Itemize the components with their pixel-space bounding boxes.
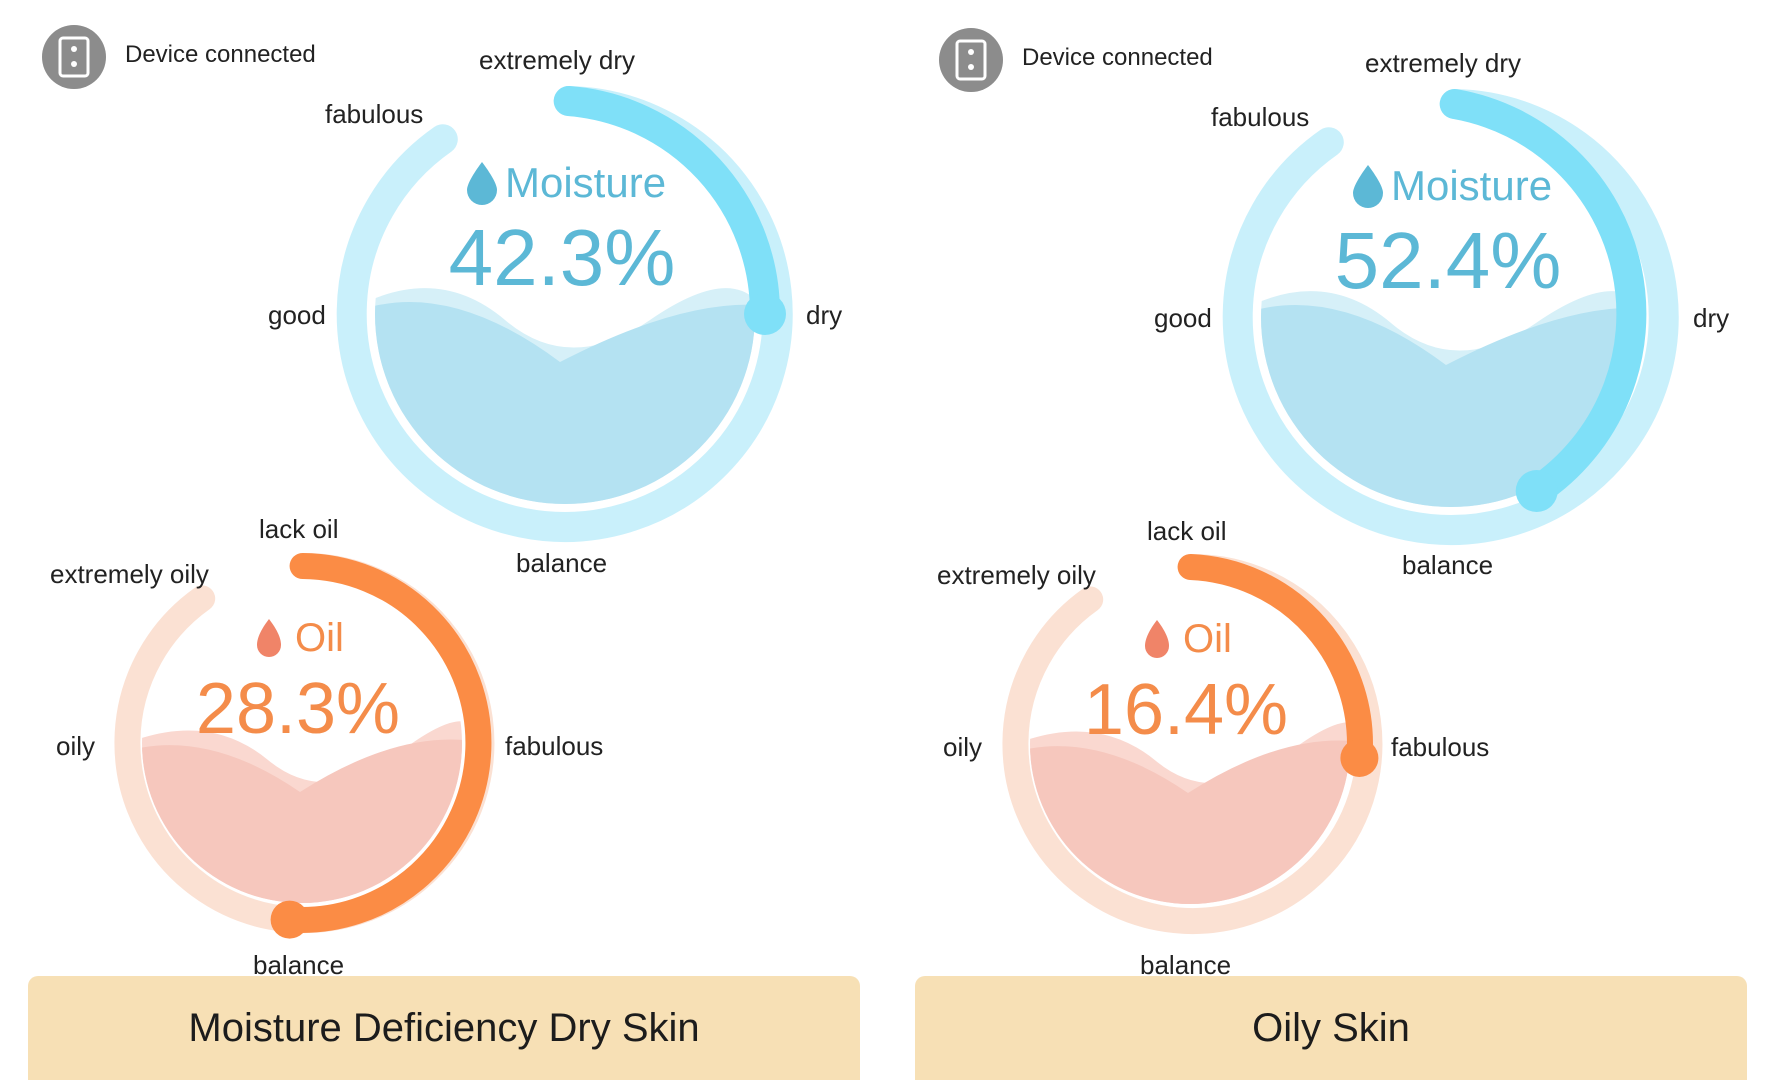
skin-test-panel-right: Device connected Moisture 52.4% xyxy=(885,0,1770,1080)
moisture-label-fabulous: fabulous xyxy=(325,99,424,129)
moisture-label-dry: dry xyxy=(806,300,843,330)
moisture-and-oil-gauges: Moisture 52.4% Oil 16.4% xyxy=(1002,89,1679,934)
oil-level-knob xyxy=(1340,739,1379,777)
moisture-label-extremely-dry: extremely dry xyxy=(1365,48,1522,78)
moisture-gauge: Moisture 42.3% xyxy=(336,86,793,542)
oil-label-balance: balance xyxy=(253,950,345,980)
oil-title: Oil xyxy=(295,616,344,660)
water-drop-icon xyxy=(467,162,497,205)
moisture-track xyxy=(1222,89,1679,545)
oil-label-fabulous: fabulous xyxy=(505,731,604,761)
moisture-title: Moisture xyxy=(505,159,666,206)
moisture-label-good: good xyxy=(268,300,326,330)
oil-label-lack-oil: lack oil xyxy=(259,514,339,544)
device-status-text: Device connected xyxy=(125,41,316,68)
moisture-and-oil-gauges: Moisture 42.3% Oil 28.3% xyxy=(114,86,793,939)
oil-level-arc xyxy=(1177,554,1373,771)
oil-level-knob xyxy=(270,900,309,939)
device-icon xyxy=(42,25,106,89)
oil-label-lack-oil: lack oil xyxy=(1147,516,1227,546)
oil-value: 28.3% xyxy=(196,669,400,749)
oil-label-balance: balance xyxy=(1140,950,1232,980)
moisture-label-extremely-dry: extremely dry xyxy=(479,45,636,75)
skin-test-panel-left: Device connected Moisture 42.3% xyxy=(28,25,860,1080)
device-icon xyxy=(939,28,1003,92)
oil-label-oily: oily xyxy=(56,731,96,761)
moisture-level-arc xyxy=(553,86,781,329)
moisture-title: Moisture xyxy=(1391,162,1552,209)
moisture-label-good: good xyxy=(1154,303,1212,333)
moisture-gauge: Moisture 52.4% xyxy=(1222,89,1679,545)
moisture-level-knob xyxy=(1515,470,1558,512)
oil-gauge: Oil 28.3% xyxy=(114,552,495,939)
oil-label-extremely-oily: extremely oily xyxy=(50,559,209,589)
oil-level-arc xyxy=(276,553,492,933)
moisture-label-balance: balance xyxy=(1402,550,1494,580)
oil-drop-icon xyxy=(1145,620,1169,658)
skin-type-result: Oily Skin xyxy=(915,976,1747,1080)
oil-label-fabulous: fabulous xyxy=(1391,732,1490,762)
water-drop-icon xyxy=(1353,165,1383,208)
oil-water-front xyxy=(142,739,462,903)
oil-label-oily: oily xyxy=(943,732,983,762)
oil-title: Oil xyxy=(1183,617,1232,661)
moisture-level-knob xyxy=(744,293,786,335)
oil-gauge: Oil 16.4% xyxy=(1002,553,1383,934)
moisture-value: 52.4% xyxy=(1335,216,1562,305)
moisture-label-fabulous: fabulous xyxy=(1211,102,1310,132)
oil-water-front xyxy=(1030,740,1350,904)
oil-label-extremely-oily: extremely oily xyxy=(937,560,1096,590)
oil-value: 16.4% xyxy=(1084,670,1288,750)
oil-drop-icon xyxy=(257,619,281,657)
moisture-value: 42.3% xyxy=(449,213,676,302)
skin-type-result: Moisture Deficiency Dry Skin xyxy=(28,976,860,1080)
moisture-water-front xyxy=(375,301,755,504)
moisture-level-arc xyxy=(1439,89,1647,506)
moisture-label-dry: dry xyxy=(1693,303,1730,333)
moisture-label-balance: balance xyxy=(516,548,608,578)
device-status-text: Device connected xyxy=(1022,44,1213,71)
